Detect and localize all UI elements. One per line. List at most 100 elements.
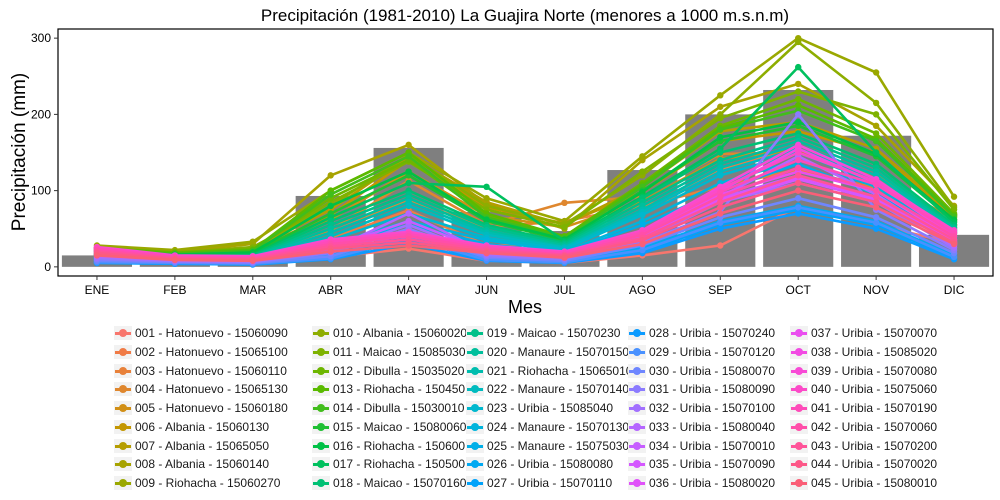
- legend-label: 025 - Manaure - 15075030: [487, 438, 630, 453]
- x-tick-label: JUN: [475, 283, 498, 297]
- series-point: [405, 168, 412, 175]
- legend-key: [790, 476, 808, 490]
- series-point: [327, 191, 334, 198]
- legend-label: 028 - Uribia - 15070240: [649, 326, 776, 340]
- legend-key-dot: [795, 422, 803, 431]
- legend-key: [790, 457, 808, 472]
- legend-label: 031 - Uribia - 15080090: [649, 382, 776, 397]
- legend-key: [312, 457, 330, 472]
- series-point: [717, 210, 724, 217]
- legend-key: [628, 363, 646, 378]
- legend-label: 030 - Uribia - 15080070: [649, 363, 776, 378]
- legend-label: 042 - Uribia - 15070060: [811, 419, 938, 434]
- legend-label: 026 - Uribia - 15080080: [487, 457, 614, 472]
- series-point: [872, 204, 880, 211]
- legend-key-dot: [119, 366, 127, 375]
- legend-key-dot: [633, 479, 641, 487]
- legend-label: 039 - Uribia - 15070080: [811, 363, 938, 378]
- legend-key: [114, 326, 132, 340]
- legend-key: [466, 344, 484, 359]
- series-point: [795, 149, 802, 156]
- legend-key: [790, 363, 808, 378]
- legend-key: [312, 326, 330, 340]
- legend-key-dot: [119, 460, 127, 469]
- series-point: [872, 214, 880, 221]
- chart-area: Precipitación (1981-2010) La Guajira Nor…: [9, 6, 994, 317]
- legend-key: [114, 419, 132, 434]
- legend-key: [114, 382, 132, 397]
- legend-key: [628, 401, 646, 415]
- series-point: [483, 216, 490, 223]
- legend-key-dot: [471, 366, 479, 375]
- legend-key: [312, 363, 330, 378]
- legend-label: 014 - Dibulla - 15030010: [333, 401, 465, 415]
- x-tick-label: MAY: [396, 283, 421, 297]
- legend-key-dot: [795, 385, 803, 394]
- legend-label: 011 - Maicao - 15085030: [333, 344, 466, 359]
- legend-label: 016 - Riohacha - 15060010: [333, 438, 479, 453]
- legend-key-dot: [633, 347, 641, 356]
- series-point: [872, 181, 880, 188]
- legend-label: 015 - Maicao - 15080060: [333, 419, 467, 434]
- series-point: [795, 156, 802, 164]
- series-point: [872, 111, 880, 118]
- series-point: [717, 149, 724, 156]
- legend-label: 027 - Uribia - 15070110: [487, 476, 613, 490]
- series-point: [405, 210, 412, 217]
- series-point: [795, 187, 802, 194]
- legend-key-dot: [633, 329, 641, 337]
- legend-key: [114, 401, 132, 415]
- legend-label: 017 - Riohacha - 15050010: [333, 457, 479, 472]
- legend-key: [628, 419, 646, 434]
- legend-key: [114, 457, 132, 472]
- series-point: [717, 134, 724, 141]
- legend-key-dot: [119, 385, 127, 394]
- legend-label: 007 - Albania - 15065050: [135, 438, 270, 453]
- legend-label: 037 - Uribia - 15070070: [811, 326, 938, 340]
- legend-key: [466, 326, 484, 340]
- legend-label: 022 - Manaure - 15070140: [487, 382, 630, 397]
- legend-key: [466, 419, 484, 434]
- legend-label: 034 - Uribia - 15070010: [649, 438, 776, 453]
- legend-key-dot: [317, 404, 325, 412]
- series-point: [872, 225, 880, 232]
- legend-key: [466, 363, 484, 378]
- x-tick-label: SEP: [708, 283, 732, 297]
- legend-key-dot: [633, 441, 641, 450]
- legend-key-dot: [795, 404, 803, 412]
- legend-key: [790, 382, 808, 397]
- y-tick-label: 0: [44, 260, 51, 274]
- series-point: [249, 257, 256, 264]
- legend-key-dot: [317, 329, 325, 337]
- series-point: [171, 256, 179, 264]
- legend-key-dot: [471, 441, 479, 450]
- legend-label: 035 - Uribia - 15070090: [649, 457, 776, 472]
- y-tick-label: 300: [31, 31, 51, 45]
- legend-key-dot: [471, 404, 479, 412]
- series-line: [96, 120, 955, 256]
- legend-label: 009 - Riohacha - 15060270: [135, 476, 281, 490]
- x-tick-label: NOV: [863, 283, 889, 297]
- legend-label: 033 - Uribia - 15080040: [649, 419, 776, 434]
- legend-key: [790, 326, 808, 340]
- series-point: [639, 246, 646, 254]
- series-point: [717, 114, 724, 122]
- x-tick-label: DIC: [944, 283, 965, 297]
- series-point: [795, 80, 802, 88]
- series-point: [872, 187, 880, 194]
- x-tick-label: ENE: [85, 283, 110, 297]
- series-point: [405, 179, 412, 187]
- x-tick-label: JUL: [554, 283, 576, 297]
- legend-key: [114, 438, 132, 453]
- legend-label: 021 - Riohacha - 15065010: [487, 363, 633, 378]
- x-tick-label: OCT: [786, 283, 812, 297]
- legend-label: 019 - Maicao - 15070230: [487, 326, 621, 340]
- legend-key-dot: [633, 422, 641, 431]
- legend-label: 041 - Uribia - 15070190: [811, 401, 938, 415]
- legend-key: [312, 382, 330, 397]
- x-tick-label: MAR: [239, 283, 266, 297]
- legend-label: 036 - Uribia - 15080020: [649, 476, 776, 490]
- series-point: [639, 221, 646, 229]
- y-axis-label: Precipitación (mm): [9, 73, 30, 231]
- series-point: [639, 211, 646, 219]
